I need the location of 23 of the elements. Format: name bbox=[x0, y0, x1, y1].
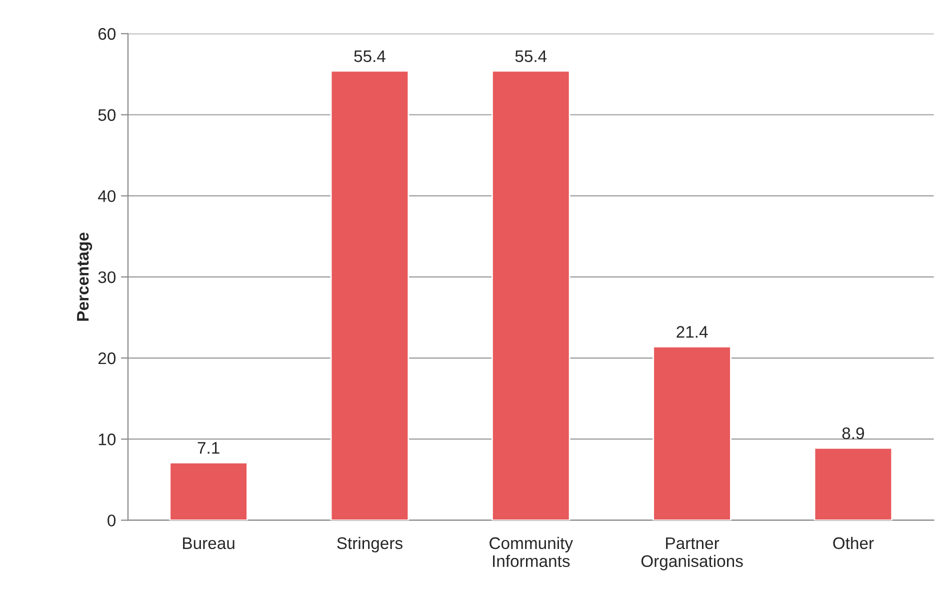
x-tick-label: Other bbox=[833, 536, 874, 550]
data-label: 21.4 bbox=[676, 326, 708, 338]
x-tick-label: Partner Organisations bbox=[641, 537, 743, 570]
data-label: 8.9 bbox=[842, 427, 864, 440]
bar bbox=[814, 447, 893, 520]
bar bbox=[492, 70, 570, 520]
y-tick-label: 20 bbox=[98, 352, 116, 364]
y-tick-label: 50 bbox=[98, 109, 116, 121]
y-axis-title: Percentage bbox=[77, 232, 92, 321]
x-tick-label: Community Informants bbox=[490, 536, 573, 568]
y-tick-label: 30 bbox=[98, 271, 116, 284]
y-tick-label: 40 bbox=[98, 190, 116, 202]
data-label: 7.1 bbox=[198, 442, 220, 454]
bar bbox=[652, 346, 732, 520]
data-label: 55.4 bbox=[515, 50, 547, 62]
bar bbox=[330, 70, 410, 520]
bar bbox=[169, 462, 248, 520]
y-tick-label: 60 bbox=[98, 28, 116, 40]
data-label: 55.4 bbox=[354, 50, 386, 62]
x-tick-label: Stringers bbox=[337, 536, 402, 552]
y-tick-label: 0 bbox=[108, 514, 116, 526]
x-tick-label: Bureau bbox=[183, 537, 234, 550]
y-tick-label: 10 bbox=[98, 434, 116, 446]
